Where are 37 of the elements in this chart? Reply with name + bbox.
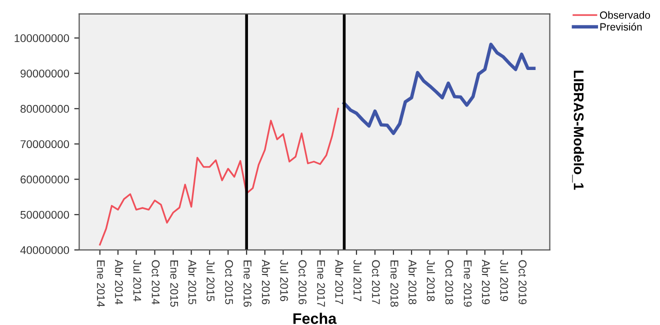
x-tick-label: Ene 2016 — [244, 260, 252, 307]
y-tick-label: 80000000 — [20, 104, 70, 113]
x-tick-label: Oct 2017 — [372, 260, 380, 304]
x-tick-label: Jul 2017 — [354, 260, 362, 302]
x-tick-label: Jul 2015 — [206, 260, 215, 302]
x-tick-label: Ene 2015 — [170, 260, 178, 307]
x-tick-label: Abr 2019 — [482, 260, 490, 304]
x-axis-title: Fecha — [293, 312, 337, 324]
y2-axis-title: LIBRAS-Modelo_1 — [572, 70, 584, 190]
y-tick-label: 40000000 — [20, 246, 70, 254]
y-tick-label: 60000000 — [20, 176, 70, 184]
y-tick-label: 70000000 — [20, 140, 70, 148]
y-tick-label: 90000000 — [20, 70, 70, 78]
x-tick-label: Jul 2019 — [500, 260, 508, 302]
x-tick-label: Oct 2015 — [225, 260, 233, 304]
y-tick-label: 100000000 — [14, 34, 70, 42]
legend-label: Previsión — [600, 22, 642, 31]
x-tick-label: Jul 2018 — [426, 260, 436, 302]
y-tick-label: 50000000 — [20, 210, 70, 219]
x-tick-label: Ene 2018 — [390, 260, 398, 307]
x-tick-label: Abr 2017 — [335, 260, 344, 304]
x-tick-label: Ene 2017 — [317, 260, 325, 307]
x-tick-label: Abr 2014 — [114, 260, 124, 304]
x-tick-label: Oct 2019 — [518, 260, 527, 304]
x-tick-label: Oct 2014 — [152, 260, 160, 304]
line-series — [342, 42, 536, 136]
x-tick-label: Abr 2016 — [262, 260, 270, 304]
x-tick-label: Abr 2018 — [408, 260, 417, 304]
x-tick-label: Ene 2014 — [96, 260, 105, 307]
x-tick-label: Jul 2016 — [280, 260, 288, 302]
x-tick-label: Jul 2014 — [133, 260, 142, 302]
line-series — [99, 108, 340, 246]
x-tick-label: Oct 2018 — [445, 260, 454, 304]
x-tick-label: Oct 2016 — [298, 260, 307, 304]
x-tick-label: Abr 2015 — [188, 260, 196, 304]
legend-label: Observado — [600, 11, 650, 19]
x-tick-label: Ene 2019 — [464, 260, 472, 307]
